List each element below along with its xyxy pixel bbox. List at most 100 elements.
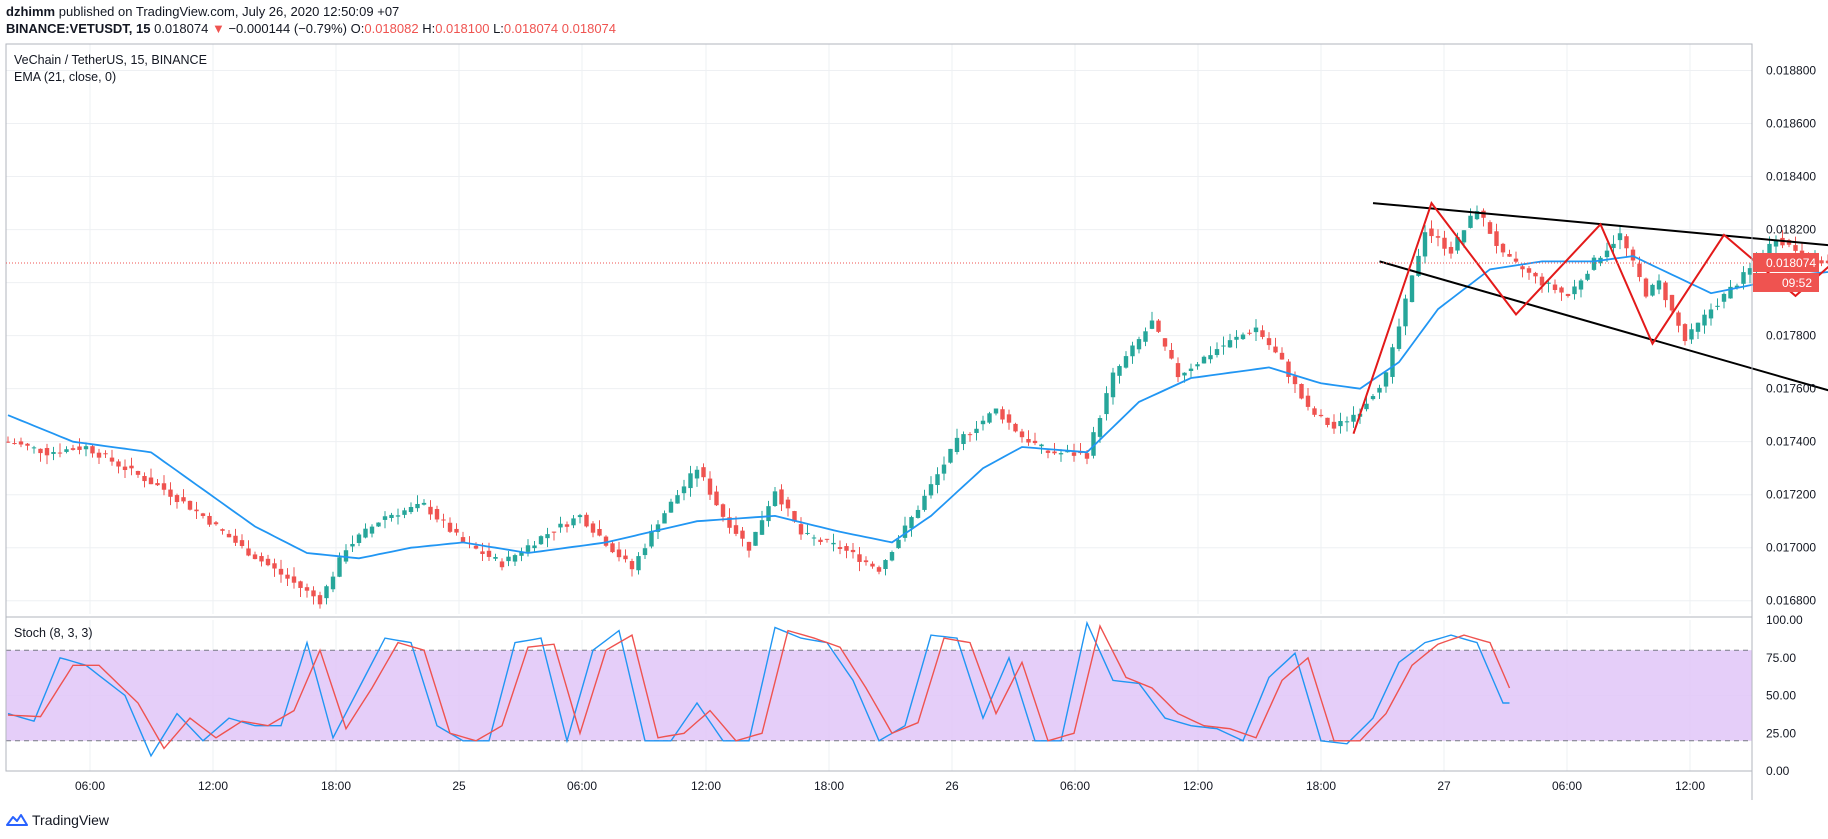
candle-body[interactable] — [584, 514, 589, 527]
candle-body[interactable] — [1416, 255, 1421, 276]
candle-body[interactable] — [1676, 312, 1681, 326]
candle-body[interactable] — [759, 520, 765, 535]
candle-body[interactable] — [1240, 334, 1246, 340]
candle-body[interactable] — [1435, 236, 1441, 238]
candle-body[interactable] — [155, 483, 160, 486]
candle-body[interactable] — [1364, 403, 1369, 410]
candle-body[interactable] — [935, 474, 940, 486]
candle-body[interactable] — [1234, 336, 1239, 340]
candle-body[interactable] — [1559, 287, 1564, 293]
tradingview-brand[interactable]: TradingView — [6, 812, 109, 828]
candle-body[interactable] — [116, 461, 121, 467]
candle-body[interactable] — [454, 528, 459, 533]
candle-body[interactable] — [870, 563, 875, 567]
candle-body[interactable] — [831, 542, 836, 545]
candle-body[interactable] — [1572, 286, 1577, 295]
candle-body[interactable] — [1526, 268, 1532, 273]
candle-body[interactable] — [1507, 253, 1512, 257]
candle-body[interactable] — [948, 448, 953, 463]
candle-body[interactable] — [928, 484, 934, 496]
candle-body[interactable] — [278, 568, 284, 575]
candle-body[interactable] — [590, 523, 596, 533]
candle-body[interactable] — [993, 408, 999, 414]
candle-body[interactable] — [967, 434, 973, 436]
candle-body[interactable] — [1637, 263, 1642, 278]
candle-body[interactable] — [1390, 347, 1395, 377]
candle-body[interactable] — [1208, 355, 1213, 360]
candle-body[interactable] — [792, 511, 797, 522]
candle-body[interactable] — [135, 470, 141, 475]
candle-body[interactable] — [226, 533, 232, 538]
candle-body[interactable] — [1702, 314, 1707, 326]
candle-body[interactable] — [1370, 396, 1376, 400]
candle-body[interactable] — [480, 551, 485, 554]
candle-body[interactable] — [1591, 257, 1597, 270]
candle-body[interactable] — [733, 525, 739, 534]
candle-body[interactable] — [1286, 361, 1291, 377]
author-name[interactable]: dzhimm — [6, 4, 56, 19]
candle-body[interactable] — [785, 499, 791, 509]
candle-body[interactable] — [883, 560, 888, 569]
candle-body[interactable] — [460, 537, 466, 542]
candle-body[interactable] — [636, 556, 641, 571]
candle-body[interactable] — [1728, 286, 1733, 299]
candle-body[interactable] — [382, 516, 388, 520]
candle-body[interactable] — [1266, 338, 1272, 346]
candle-body[interactable] — [1773, 240, 1779, 247]
candle-body[interactable] — [1045, 450, 1051, 453]
candle-body[interactable] — [805, 532, 810, 534]
candle-body[interactable] — [1617, 233, 1623, 241]
candle-body[interactable] — [1715, 305, 1720, 307]
candle-body[interactable] — [577, 515, 583, 518]
candle-body[interactable] — [1422, 232, 1428, 257]
candle-body[interactable] — [1513, 258, 1519, 262]
candle-body[interactable] — [1552, 284, 1558, 290]
candle-body[interactable] — [389, 514, 394, 519]
candle-body[interactable] — [1299, 383, 1304, 399]
candle-body[interactable] — [1494, 231, 1499, 246]
candle-body[interactable] — [1351, 414, 1356, 422]
candle-body[interactable] — [1260, 330, 1265, 337]
candle-body[interactable] — [616, 549, 622, 558]
candle-body[interactable] — [941, 464, 947, 474]
candle-body[interactable] — [1019, 431, 1025, 438]
candle-body[interactable] — [376, 522, 381, 527]
candle-body[interactable] — [265, 558, 271, 566]
time-axis[interactable]: 06:00 12:00 18:00 25 06:00 12:00 18:00 26 06:00 1… — [75, 779, 1705, 793]
candle-body[interactable] — [1292, 376, 1298, 385]
candle-body[interactable] — [720, 504, 726, 517]
candle-body[interactable] — [1611, 243, 1616, 249]
candle-body[interactable] — [285, 574, 290, 579]
candle-body[interactable] — [395, 515, 401, 517]
candle-body[interactable] — [1565, 293, 1571, 297]
candle-body[interactable] — [675, 495, 680, 504]
candle-body[interactable] — [603, 536, 609, 546]
candle-body[interactable] — [473, 545, 479, 549]
trendline-layer[interactable] — [1372, 202, 1828, 394]
candle-body[interactable] — [1383, 372, 1389, 387]
candle-body[interactable] — [447, 522, 453, 532]
candle-body[interactable] — [337, 557, 342, 577]
candle-body[interactable] — [252, 554, 258, 560]
candle-body[interactable] — [25, 443, 30, 446]
candle-body[interactable] — [1403, 298, 1408, 327]
candle-body[interactable] — [142, 476, 147, 482]
candle-body[interactable] — [1201, 356, 1207, 364]
candle-body[interactable] — [1058, 453, 1064, 455]
candle-body[interactable] — [668, 501, 674, 513]
candle-body[interactable] — [1071, 452, 1077, 456]
candle-body[interactable] — [103, 453, 108, 455]
candle-body[interactable] — [129, 465, 134, 469]
candle-body[interactable] — [1325, 417, 1330, 425]
candle-body[interactable] — [727, 517, 732, 528]
candle-body[interactable] — [499, 561, 505, 568]
candle-body[interactable] — [421, 502, 427, 505]
candle-body[interactable] — [187, 500, 193, 510]
candle-body[interactable] — [38, 448, 43, 454]
candle-body[interactable] — [1539, 276, 1545, 286]
candle-body[interactable] — [1104, 393, 1109, 415]
candle-body[interactable] — [844, 546, 849, 551]
candle-body[interactable] — [1695, 322, 1701, 332]
candle-body[interactable] — [51, 452, 56, 454]
candle-body[interactable] — [1149, 320, 1155, 329]
